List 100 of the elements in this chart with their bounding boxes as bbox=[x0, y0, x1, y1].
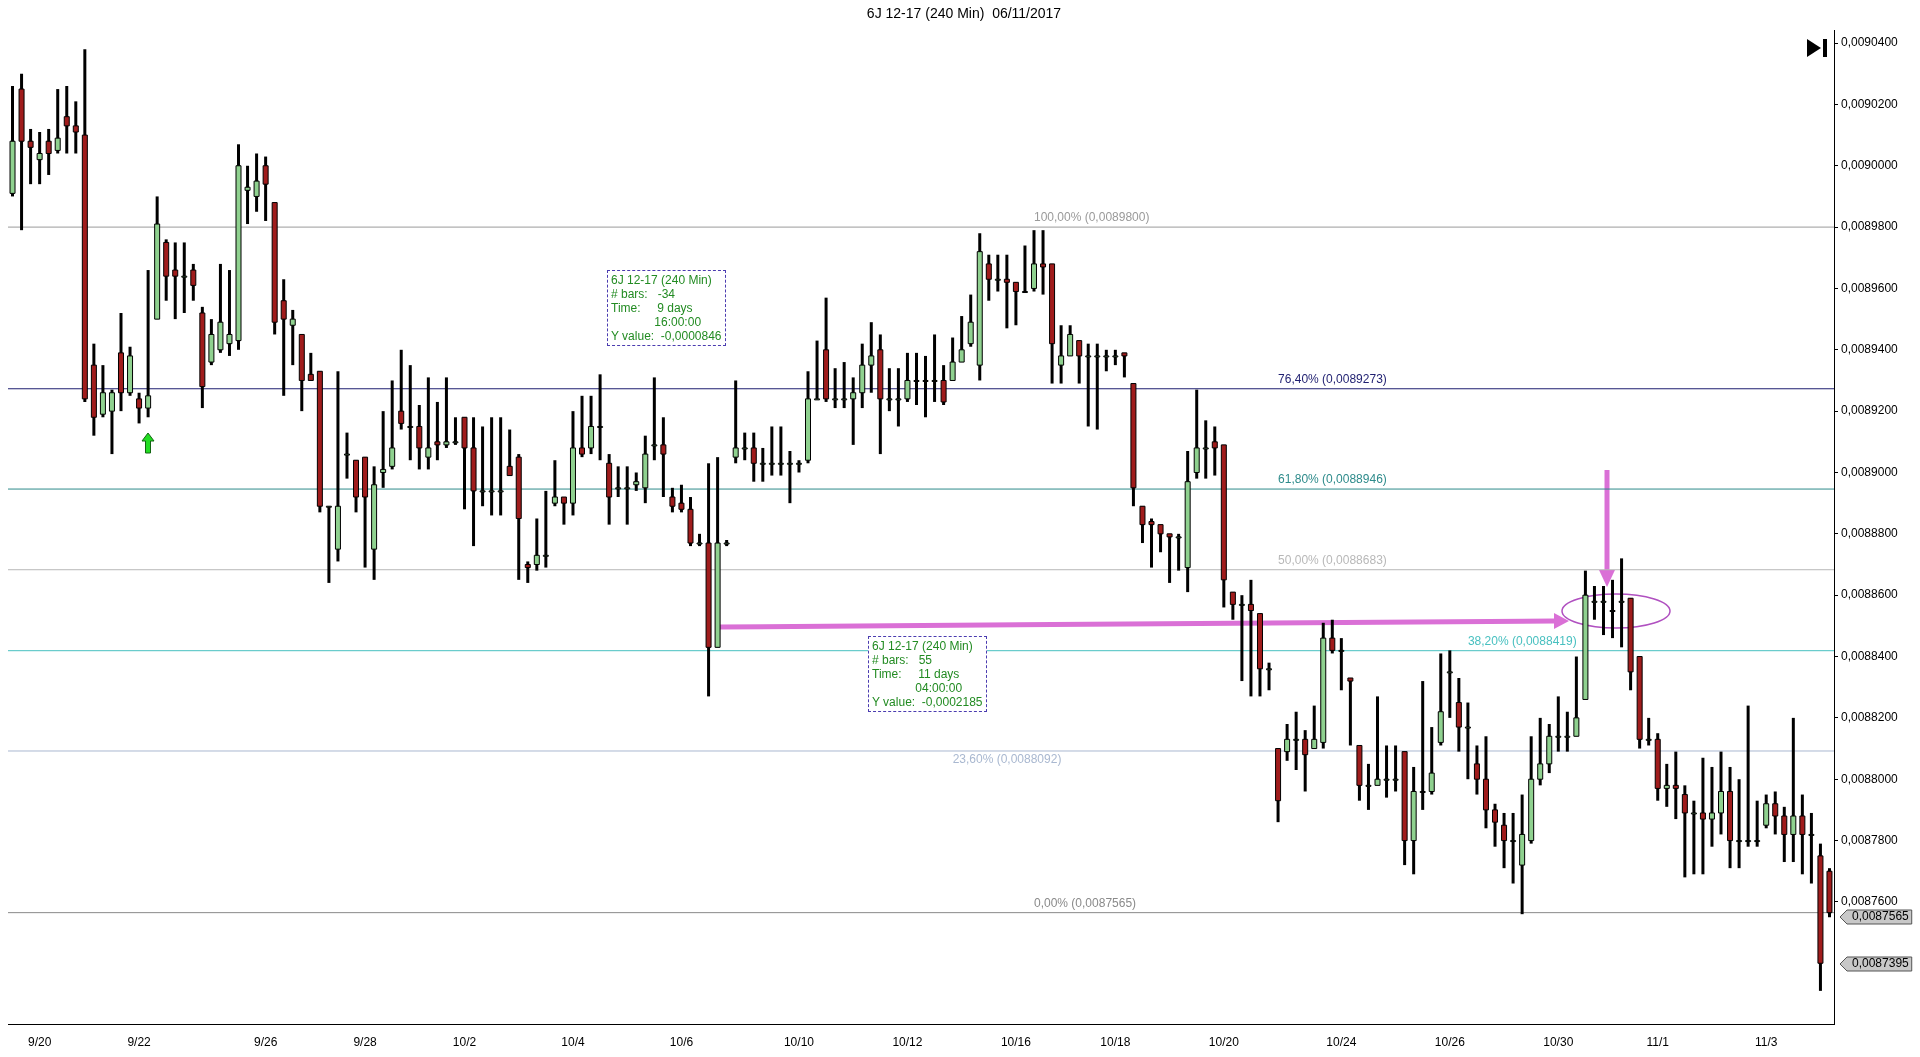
candlestick bbox=[777, 426, 784, 476]
candlestick bbox=[1446, 650, 1453, 718]
candlestick bbox=[1021, 245, 1028, 294]
candlestick bbox=[895, 368, 902, 427]
candlestick bbox=[768, 426, 775, 476]
candlestick bbox=[434, 400, 441, 462]
candlestick bbox=[289, 308, 296, 367]
candlestick bbox=[524, 561, 531, 583]
candlestick bbox=[868, 322, 875, 393]
candlestick bbox=[1003, 254, 1010, 329]
candlestick bbox=[1754, 800, 1761, 847]
candlestick bbox=[1157, 524, 1164, 554]
candlestick bbox=[1492, 802, 1499, 847]
candlestick bbox=[262, 156, 269, 221]
candlestick bbox=[497, 417, 504, 516]
candlestick bbox=[1708, 765, 1715, 847]
candlestick bbox=[325, 505, 332, 583]
candlestick bbox=[922, 354, 929, 418]
y-tick-label: 0,0089800 bbox=[1841, 219, 1899, 234]
candlestick bbox=[994, 254, 1001, 292]
candlestick bbox=[307, 351, 314, 381]
candlestick bbox=[1600, 585, 1607, 637]
candlestick bbox=[1374, 696, 1381, 786]
candlestick bbox=[1772, 791, 1779, 835]
candlestick bbox=[1166, 532, 1173, 583]
candlestick bbox=[407, 365, 414, 462]
candlestick bbox=[1781, 805, 1788, 864]
candlestick bbox=[1383, 745, 1390, 798]
candlestick bbox=[1464, 702, 1471, 781]
candlestick bbox=[1392, 745, 1399, 792]
candlestick bbox=[669, 486, 676, 513]
candlestick bbox=[1501, 811, 1508, 870]
candlestick bbox=[1591, 585, 1598, 620]
candlestick bbox=[1763, 794, 1770, 829]
candlestick bbox=[1329, 619, 1336, 654]
candlestick bbox=[533, 518, 540, 571]
candlestick bbox=[678, 483, 685, 513]
y-tick-label: 0,0088000 bbox=[1841, 771, 1899, 786]
candlestick bbox=[1121, 351, 1128, 378]
y-tick-label: 0,0087600 bbox=[1841, 894, 1899, 909]
candlestick bbox=[1790, 716, 1797, 864]
annotation: 6J 12-17 (240 Min) # bars: 55 Time: 11 days 04:00:00 Y value: -0,0002185 bbox=[868, 636, 987, 712]
candlestick bbox=[506, 429, 513, 477]
chart-title: 6J 12-17 (240 Min) 06/11/2017 bbox=[866, 5, 1062, 22]
candlestick bbox=[1302, 730, 1309, 792]
y-tick-label: 0,0089000 bbox=[1841, 464, 1899, 479]
candlestick bbox=[36, 132, 43, 186]
candlestick bbox=[380, 411, 387, 488]
candlestick bbox=[488, 417, 495, 516]
candlestick bbox=[985, 254, 992, 301]
candlestick bbox=[1247, 578, 1254, 697]
candlestick bbox=[1645, 716, 1652, 746]
candlestick bbox=[1672, 751, 1679, 821]
candlestick bbox=[1148, 518, 1155, 568]
candlestick bbox=[27, 127, 34, 186]
ref-line-label: 0,00% (0,0087565) bbox=[1033, 895, 1137, 910]
candlestick bbox=[452, 417, 459, 445]
candlestick bbox=[1537, 716, 1544, 786]
candlestick bbox=[1103, 348, 1110, 372]
candlestick bbox=[931, 334, 938, 402]
candlestick bbox=[1808, 811, 1815, 884]
candlestick bbox=[940, 365, 947, 406]
candlestick bbox=[1564, 711, 1571, 752]
candlestick bbox=[1012, 281, 1019, 326]
candlestick bbox=[1419, 681, 1426, 810]
candlestick bbox=[343, 432, 350, 479]
candlestick bbox=[1293, 711, 1300, 771]
x-tick-label: 10/18 bbox=[1100, 1035, 1131, 1050]
x-tick-label: 10/10 bbox=[783, 1035, 815, 1050]
candlestick bbox=[850, 377, 857, 445]
candlestick bbox=[1690, 800, 1697, 875]
candlestick bbox=[1618, 558, 1625, 648]
candlestick bbox=[443, 377, 450, 448]
candlestick bbox=[588, 394, 595, 456]
candlestick bbox=[560, 496, 567, 525]
candlestick bbox=[1040, 230, 1047, 295]
candlestick bbox=[1175, 532, 1182, 571]
candlestick bbox=[841, 362, 848, 410]
y-tick-label: 0,0090200 bbox=[1841, 96, 1899, 111]
x-tick-label: 9/22 bbox=[127, 1035, 152, 1050]
y-tick-label: 0,0089600 bbox=[1841, 280, 1899, 295]
candlestick bbox=[1699, 757, 1706, 875]
candlestick bbox=[750, 432, 757, 482]
candlestick bbox=[190, 262, 197, 301]
candlestick bbox=[832, 368, 839, 410]
candlestick bbox=[54, 89, 61, 154]
x-tick-label: 9/26 bbox=[253, 1035, 278, 1050]
candlestick bbox=[99, 365, 106, 418]
x-tick-label: 11/3 bbox=[1754, 1035, 1778, 1050]
candlestick bbox=[814, 340, 821, 401]
candlestick bbox=[1365, 762, 1372, 810]
candlestick bbox=[542, 489, 549, 568]
ref-line-label: 76,40% (0,0089273) bbox=[1278, 372, 1387, 387]
candlestick bbox=[1266, 662, 1273, 691]
candlestick bbox=[633, 472, 640, 491]
candlestick bbox=[551, 460, 558, 508]
candlestick bbox=[280, 279, 287, 396]
candlestick bbox=[244, 164, 251, 226]
y-tick-label: 0,0089200 bbox=[1841, 403, 1899, 418]
x-tick-label: 10/12 bbox=[892, 1035, 923, 1050]
